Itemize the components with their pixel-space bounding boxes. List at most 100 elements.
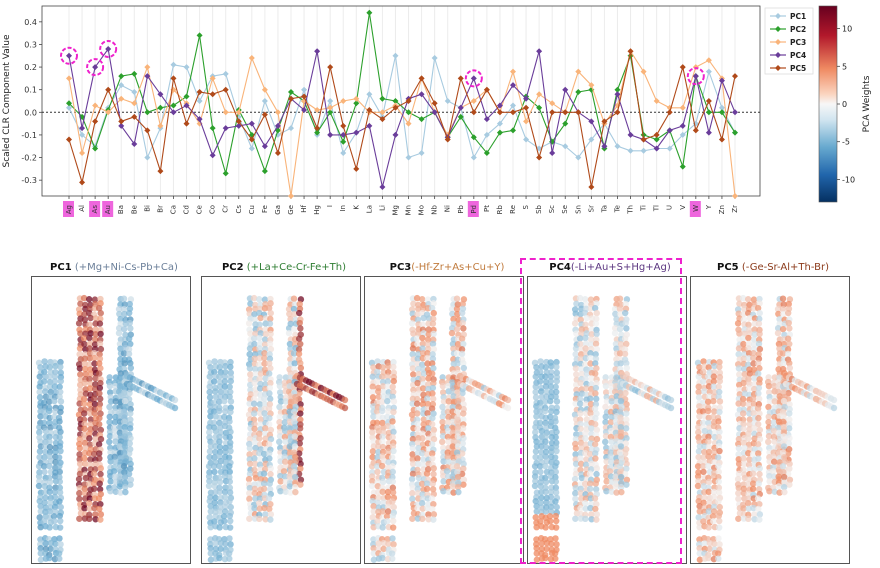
map-sample-point [46, 488, 53, 496]
map-title: PC4(-Li+Au+S+Hg+Ag) [527, 262, 693, 273]
data-point-pc1 [444, 98, 451, 104]
map-sample-point [216, 488, 223, 496]
map-sample-point [425, 331, 432, 338]
map-sample-point [256, 340, 264, 347]
map-sample-point [754, 495, 762, 502]
map-sample-point [449, 403, 456, 411]
map-sample-point [593, 426, 601, 434]
map-sample-point [593, 309, 600, 317]
map-sample-point [755, 455, 762, 462]
map-title-expression: (-Hf-Zr+As+Cu+Y) [411, 262, 505, 273]
map-sample-point [444, 458, 452, 465]
map-sample-point [210, 419, 218, 427]
map-sample-point [97, 309, 104, 317]
map-sample-point [532, 514, 539, 521]
map-sample-point [736, 300, 743, 307]
map-sample-point [618, 403, 625, 411]
map-sample-point [716, 503, 723, 511]
data-point-pc5 [457, 75, 464, 82]
map-sample-point [220, 513, 228, 520]
map-sample-point [40, 408, 48, 415]
map-sample-point [751, 435, 758, 442]
map-sample-point [716, 541, 723, 548]
x-tick-label: Ca [169, 205, 177, 214]
data-point-pc4 [157, 91, 164, 98]
map-sample-point [582, 401, 590, 408]
map-sample-point [207, 503, 214, 510]
map-sample-point [121, 418, 128, 426]
map-sample-point [82, 370, 89, 378]
map-sample-point [56, 498, 63, 505]
map-sample-point [410, 371, 417, 378]
map-sample-point [57, 398, 65, 405]
map-sample-point [385, 540, 392, 548]
map-sample-point [370, 364, 377, 371]
map-sample-point [756, 330, 763, 338]
map-sample-point [276, 413, 283, 420]
map-sample-point [414, 420, 421, 428]
map-sample-point [76, 351, 83, 358]
map-sample-point [607, 458, 615, 465]
map-sample-point [716, 447, 723, 455]
map-sample-point [415, 474, 423, 482]
map-sample-point [448, 324, 456, 332]
map-sample-point [369, 373, 376, 380]
data-point-pc2 [562, 120, 569, 127]
map-sample-point [419, 375, 426, 383]
map-sample-point [577, 425, 584, 433]
map-sample-point [41, 518, 48, 525]
map-sample-point [699, 378, 707, 385]
map-sample-point [786, 416, 793, 423]
map-sample-point [449, 443, 457, 450]
map-sample-point [745, 430, 752, 437]
map-sample-point [46, 508, 53, 515]
data-point-pc5 [105, 86, 112, 93]
map-sample-point [375, 448, 382, 456]
map-sample-point [51, 413, 58, 421]
map-sample-point [593, 435, 601, 443]
map-sample-point [297, 325, 304, 332]
map-sample-point [106, 418, 113, 426]
map-sample-point [51, 493, 59, 501]
map-sample-point [576, 335, 584, 342]
data-point-pc1 [327, 98, 334, 104]
map-sample-point [282, 438, 289, 445]
map-sample-point [42, 388, 49, 395]
map-sample-point [267, 470, 274, 478]
map-sample-point [548, 408, 555, 415]
map-sample-point [81, 439, 89, 447]
map-sample-point [739, 335, 747, 342]
map-sample-point [408, 411, 416, 418]
data-point-pc4 [679, 122, 686, 129]
map-sample-point [617, 443, 625, 450]
map-sample-point [107, 398, 115, 405]
map-sample-point [582, 430, 589, 437]
map-sample-point [267, 365, 274, 372]
map-sample-point [91, 350, 98, 357]
map-sample-point [415, 330, 422, 337]
map-sample-point [577, 455, 584, 462]
map-sample-point [57, 541, 64, 548]
map-sample-point [35, 473, 43, 480]
map-sample-point [533, 536, 540, 543]
map-sample-point [127, 364, 135, 372]
map-sample-point [419, 401, 427, 408]
map-sample-point [96, 505, 103, 513]
map-sample-point [429, 486, 437, 493]
map-sample-point [285, 324, 293, 332]
map-sample-point [592, 480, 599, 487]
map-sample-point [460, 364, 468, 372]
map-sample-point [716, 388, 723, 396]
map-sample-point [613, 315, 620, 323]
map-sample-point [37, 556, 45, 563]
map-sample-point [370, 503, 377, 510]
map-sample-point [775, 340, 783, 348]
map-sample-point [617, 483, 625, 491]
map-sample-point [75, 411, 83, 418]
map-sample-point [622, 300, 629, 308]
map-plot [201, 276, 361, 564]
map-sample-point [695, 388, 702, 396]
map-sample-point [444, 408, 452, 416]
data-point-pc5 [510, 109, 516, 116]
map-sample-point [766, 478, 773, 485]
